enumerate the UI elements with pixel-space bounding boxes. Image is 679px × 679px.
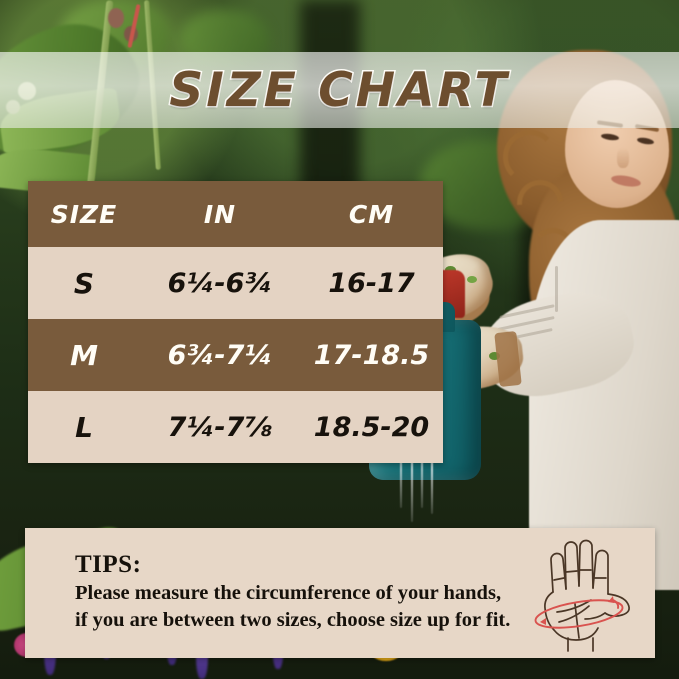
tips-title: TIPS: [75,551,142,579]
hair-curl [503,130,557,184]
hand-measure-icon [534,539,630,652]
cell-size: L [75,410,93,444]
size-table: SIZE IN CM S 6¼-6¾ 16-17 M 6¾-7¼ 17-18.5… [28,181,443,463]
glove-floral-print [489,352,500,360]
column-header-in: IN [203,199,237,229]
page-title: SIZE CHART [168,61,510,119]
collar-seam [555,266,558,312]
column-header-cm: CM [348,199,395,229]
cell-size: M [70,338,98,372]
hand-measure-diagram [510,530,647,656]
title-banner: SIZE CHART [0,52,679,128]
tips-line-2: if you are between two sizes, choose siz… [75,609,511,632]
column-header-size: SIZE [50,199,118,229]
cell-size: S [73,266,95,300]
water-droplets [400,452,402,508]
tips-text-block: TIPS: Please measure the circumference o… [25,551,510,635]
cell-inches: 7¼-7⅞ [167,411,273,443]
nose [617,148,629,168]
table-row: L 7¼-7⅞ 18.5-20 [28,391,443,463]
cell-cm: 16-17 [328,267,415,299]
water-droplets [431,462,433,514]
water-droplets [421,450,423,508]
table-row: S 6¼-6¾ 16-17 [28,247,443,319]
tips-panel: TIPS: Please measure the circumference o… [25,528,655,658]
tips-line-1: Please measure the circumference of your… [75,581,502,604]
table-row: M 6¾-7¼ 17-18.5 [28,319,443,391]
cell-inches: 6¾-7¼ [167,339,273,371]
table-header-row: SIZE IN CM [28,181,443,247]
measure-loop-arrow [539,618,546,625]
measure-loop-arrow [607,596,614,603]
water-droplets [411,458,413,522]
cell-inches: 6¼-6¾ [167,267,273,299]
glove-floral-print [467,276,477,283]
cell-cm: 17-18.5 [313,339,430,371]
cell-cm: 18.5-20 [313,411,430,443]
measure-loop [534,599,624,629]
flower-bud [108,8,124,28]
measure-loop-arrow [611,599,619,609]
